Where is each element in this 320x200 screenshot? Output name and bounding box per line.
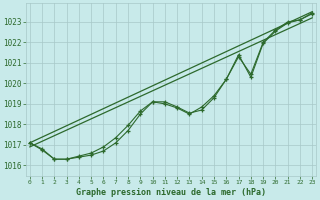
X-axis label: Graphe pression niveau de la mer (hPa): Graphe pression niveau de la mer (hPa) — [76, 188, 266, 197]
